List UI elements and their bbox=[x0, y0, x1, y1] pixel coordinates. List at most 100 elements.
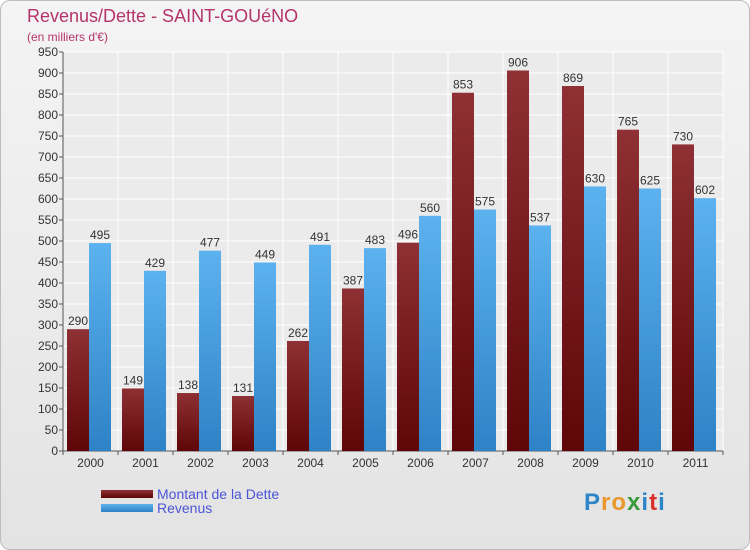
logo-letter: x bbox=[627, 489, 642, 516]
axes: 0 50 100 150 200 250 300 350 400 450 500 550 600 650 7… bbox=[38, 45, 724, 470]
y-tick-label: 850 bbox=[38, 87, 58, 101]
y-tick-label: 600 bbox=[38, 192, 58, 206]
legend-label-dette: Montant de la Dette bbox=[157, 486, 280, 502]
data-label-revenus: 602 bbox=[695, 183, 715, 197]
y-tick-label: 350 bbox=[38, 297, 58, 311]
y-tick-label: 400 bbox=[38, 276, 58, 290]
x-tick-label: 2009 bbox=[572, 456, 599, 470]
x-tick-label: 2002 bbox=[187, 456, 214, 470]
x-tick-label: 2003 bbox=[242, 456, 269, 470]
data-label-revenus: 429 bbox=[145, 256, 165, 270]
data-label-dette: 387 bbox=[343, 273, 363, 287]
logo-letter: o bbox=[611, 489, 628, 516]
x-tick-label: 2006 bbox=[407, 456, 434, 470]
logo-letter: i bbox=[641, 489, 650, 516]
data-label-revenus: 630 bbox=[585, 171, 605, 185]
y-tick-label: 150 bbox=[38, 381, 58, 395]
data-label-revenus: 625 bbox=[640, 174, 660, 188]
bar-dette bbox=[507, 70, 529, 451]
data-label-dette: 853 bbox=[453, 78, 473, 92]
legend-label-revenus: Revenus bbox=[157, 500, 213, 516]
data-label-dette: 906 bbox=[508, 55, 528, 69]
bar-revenus bbox=[694, 198, 716, 451]
y-tick-label: 950 bbox=[38, 45, 58, 59]
bar-revenus bbox=[144, 270, 166, 451]
bar-revenus bbox=[419, 215, 441, 451]
x-tick-label: 2011 bbox=[683, 456, 709, 470]
y-tick-label: 750 bbox=[38, 129, 58, 143]
grid-lines bbox=[62, 51, 724, 452]
x-tick-label: 2008 bbox=[517, 456, 544, 470]
logo-letter: i bbox=[658, 489, 666, 516]
bar-revenus bbox=[254, 262, 276, 451]
bar-revenus bbox=[639, 188, 661, 451]
data-label-dette: 131 bbox=[233, 381, 253, 395]
legend-item-dette: Montant de la Dette bbox=[101, 486, 280, 502]
bar-dette bbox=[452, 92, 474, 452]
y-tick-label: 450 bbox=[38, 255, 58, 269]
x-tick-label: 2007 bbox=[462, 456, 489, 470]
y-tick-label: 900 bbox=[38, 66, 58, 80]
bar-revenus bbox=[199, 250, 221, 451]
data-label-dette: 765 bbox=[618, 115, 638, 129]
legend-swatch-dette bbox=[101, 490, 153, 498]
x-tick-label: 2005 bbox=[352, 456, 379, 470]
x-tick-label: 2000 bbox=[77, 456, 104, 470]
bar-revenus bbox=[474, 209, 496, 451]
bar-revenus bbox=[89, 243, 111, 451]
data-label-revenus: 495 bbox=[90, 228, 110, 242]
y-tick-label: 800 bbox=[38, 108, 58, 122]
y-tick-label: 200 bbox=[38, 360, 58, 374]
y-tick-label: 300 bbox=[38, 318, 58, 332]
bar-dette bbox=[67, 329, 89, 451]
bar-dette bbox=[122, 388, 144, 451]
data-label-dette: 138 bbox=[178, 378, 198, 392]
y-tick-label: 0 bbox=[51, 444, 58, 458]
bar-dette bbox=[342, 288, 364, 451]
proxiti-logo: Proxiti bbox=[584, 489, 666, 517]
data-label-dette: 262 bbox=[288, 326, 308, 340]
logo-letter: t bbox=[649, 489, 659, 516]
y-tick-label: 700 bbox=[38, 150, 58, 164]
x-tick-label: 2001 bbox=[132, 456, 159, 470]
bar-dette bbox=[672, 144, 694, 451]
data-label-revenus: 477 bbox=[200, 236, 220, 250]
data-label-dette: 290 bbox=[68, 314, 88, 328]
legend-swatch-revenus bbox=[101, 504, 153, 512]
bars bbox=[67, 70, 716, 452]
logo-letter: P bbox=[584, 489, 602, 516]
bar-dette bbox=[397, 242, 419, 451]
x-tick-label: 2004 bbox=[297, 456, 324, 470]
y-tick-label: 100 bbox=[38, 402, 58, 416]
logo-letter: r bbox=[601, 489, 612, 516]
bar-revenus bbox=[584, 186, 606, 451]
y-tick-label: 250 bbox=[38, 339, 58, 353]
bar-dette bbox=[232, 395, 254, 451]
chart-subtitle: (en milliers d'€) bbox=[27, 30, 108, 44]
y-tick-label: 550 bbox=[38, 213, 58, 227]
data-label-revenus: 483 bbox=[365, 233, 385, 247]
bar-dette bbox=[287, 340, 309, 451]
y-tick-label: 50 bbox=[45, 423, 59, 437]
data-label-revenus: 491 bbox=[310, 230, 330, 244]
bar-revenus bbox=[364, 248, 386, 451]
bar-revenus bbox=[309, 244, 331, 451]
data-label-revenus: 537 bbox=[530, 210, 550, 224]
bar-dette bbox=[177, 393, 199, 451]
data-label-dette: 149 bbox=[123, 373, 143, 387]
legend: Montant de la Dette Revenus bbox=[101, 486, 280, 516]
y-tick-label: 650 bbox=[38, 171, 58, 185]
legend-item-revenus: Revenus bbox=[101, 500, 279, 516]
bar-dette bbox=[562, 86, 584, 452]
bar-dette bbox=[617, 129, 639, 451]
data-label-revenus: 575 bbox=[475, 195, 495, 209]
data-label-dette: 869 bbox=[563, 71, 583, 85]
data-label-dette: 496 bbox=[398, 228, 418, 242]
data-label-dette: 730 bbox=[673, 129, 693, 143]
data-label-revenus: 560 bbox=[420, 201, 440, 215]
x-tick-label: 2010 bbox=[627, 456, 654, 470]
bar-revenus bbox=[529, 225, 551, 451]
